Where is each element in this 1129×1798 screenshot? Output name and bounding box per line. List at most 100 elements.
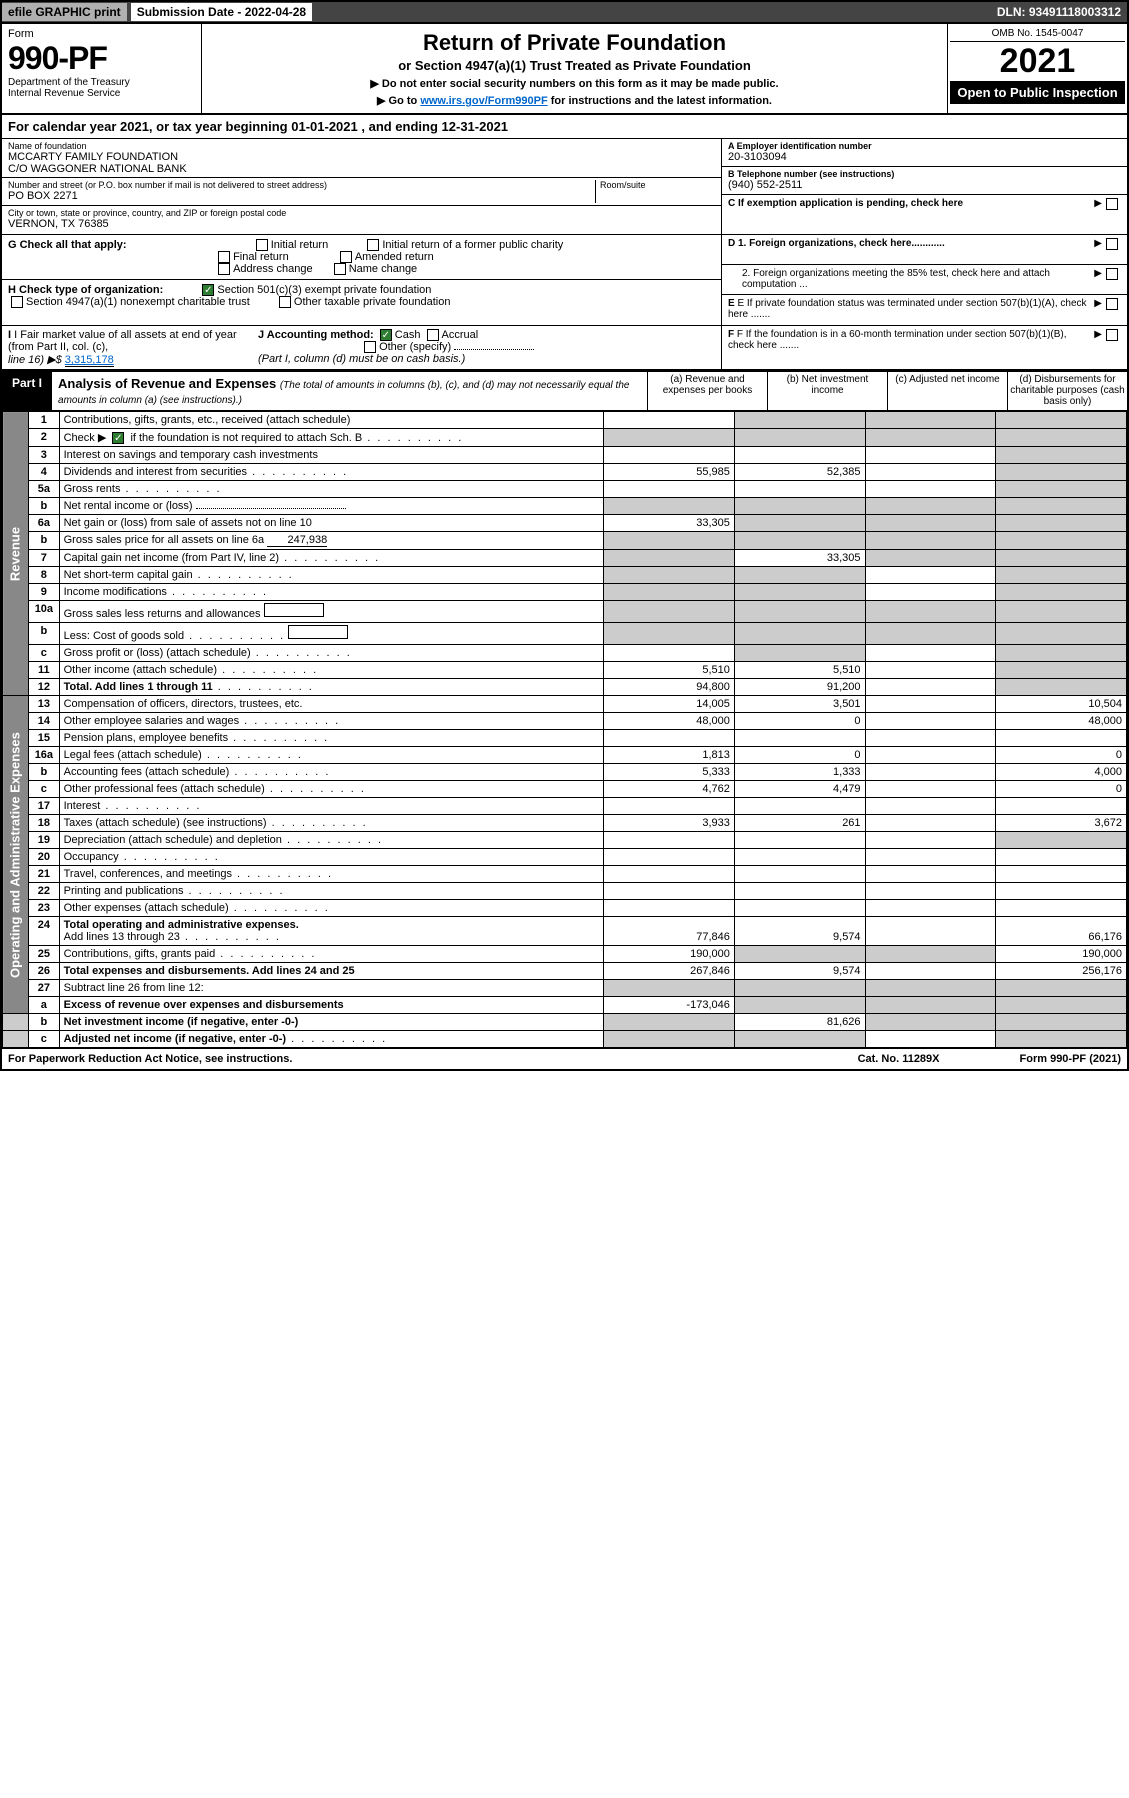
header-left: Form 990-PF Department of the Treasury I… — [2, 24, 202, 113]
row-10b: bLess: Cost of goods sold — [3, 623, 1127, 645]
row-14: 14Other employee salaries and wages48,00… — [3, 713, 1127, 730]
form-label: Form — [8, 28, 195, 40]
irs-link[interactable]: www.irs.gov/Form990PF — [420, 95, 547, 107]
row-10a: 10aGross sales less returns and allowanc… — [3, 601, 1127, 623]
d2-checkbox[interactable] — [1106, 268, 1118, 280]
j-other-cb[interactable] — [364, 341, 376, 353]
row-12: 12Total. Add lines 1 through 1194,80091,… — [3, 679, 1127, 696]
analysis-table: Revenue 1Contributions, gifts, grants, e… — [2, 411, 1127, 1048]
row-25: 25Contributions, gifts, grants paid190,0… — [3, 946, 1127, 963]
room-label: Room/suite — [600, 180, 715, 190]
row-4: 4Dividends and interest from securities5… — [3, 464, 1127, 481]
form-subtitle: or Section 4947(a)(1) Trust Treated as P… — [208, 58, 941, 73]
row-13: Operating and Administrative Expenses 13… — [3, 696, 1127, 713]
page-footer: For Paperwork Reduction Act Notice, see … — [2, 1048, 1127, 1069]
row-17: 17Interest — [3, 798, 1127, 815]
foundation-name-cell: Name of foundation MCCARTY FAMILY FOUNDA… — [2, 139, 721, 178]
row-5b: bNet rental income or (loss) — [3, 498, 1127, 515]
paperwork-notice: For Paperwork Reduction Act Notice, see … — [8, 1053, 292, 1065]
irs-label: Internal Revenue Service — [8, 88, 195, 99]
cat-no: Cat. No. 11289X — [858, 1053, 940, 1065]
ein-value: 20-3103094 — [728, 151, 1121, 163]
row-19: 19Depreciation (attach schedule) and dep… — [3, 832, 1127, 849]
row-11: 11Other income (attach schedule)5,5105,5… — [3, 662, 1127, 679]
row-16b: bAccounting fees (attach schedule)5,3331… — [3, 764, 1127, 781]
row-22: 22Printing and publications — [3, 883, 1127, 900]
row-8: 8Net short-term capital gain — [3, 567, 1127, 584]
form-header: Form 990-PF Department of the Treasury I… — [2, 24, 1127, 115]
open-inspection: Open to Public Inspection — [950, 81, 1125, 104]
d1-checkbox[interactable] — [1106, 238, 1118, 250]
form-title: Return of Private Foundation — [208, 30, 941, 56]
address-cell: Number and street (or P.O. box number if… — [2, 178, 721, 206]
g-name-cb[interactable] — [334, 263, 346, 275]
row-27b: bNet investment income (if negative, ent… — [3, 1014, 1127, 1031]
submission-date: Submission Date - 2022-04-28 — [131, 3, 312, 21]
year-end: 12-31-2021 — [442, 119, 509, 134]
f-row: F F If the foundation is in a 60-month t… — [722, 326, 1127, 369]
col-d-hdr: (d) Disbursements for charitable purpose… — [1007, 372, 1127, 410]
f-checkbox[interactable] — [1106, 329, 1118, 341]
foundation-name: MCCARTY FAMILY FOUNDATION — [8, 151, 715, 163]
dept-treasury: Department of the Treasury — [8, 77, 195, 88]
city-value: VERNON, TX 76385 — [8, 218, 715, 230]
row-27: 27Subtract line 26 from line 12: — [3, 980, 1127, 997]
foundation-co: C/O WAGGONER NATIONAL BANK — [8, 163, 715, 175]
c-checkbox[interactable] — [1106, 198, 1118, 210]
address-value: PO BOX 2271 — [8, 190, 595, 202]
row-21: 21Travel, conferences, and meetings — [3, 866, 1127, 883]
ijf-row: I I Fair market value of all assets at e… — [2, 326, 1127, 370]
col-c-hdr: (c) Adjusted net income — [887, 372, 1007, 410]
revenue-side: Revenue — [3, 412, 29, 696]
row-20: 20Occupancy — [3, 849, 1127, 866]
h-check-row: H Check type of organization: ✓Section 5… — [2, 280, 721, 312]
form-ref: Form 990-PF (2021) — [1020, 1053, 1121, 1065]
header-right: OMB No. 1545-0047 2021 Open to Public In… — [947, 24, 1127, 113]
col-b-hdr: (b) Net investment income — [767, 372, 887, 410]
check-section: G Check all that apply: Initial return I… — [2, 235, 1127, 326]
tax-year: 2021 — [950, 42, 1125, 81]
e-checkbox[interactable] — [1106, 298, 1118, 310]
row-6b: bGross sales price for all assets on lin… — [3, 532, 1127, 550]
j-cash-cb[interactable]: ✓ — [380, 329, 392, 341]
row-10c: cGross profit or (loss) (attach schedule… — [3, 645, 1127, 662]
h-other-cb[interactable] — [279, 296, 291, 308]
c-exemption-row: C If exemption application is pending, c… — [722, 195, 1127, 225]
row-9: 9Income modifications — [3, 584, 1127, 601]
col-a-hdr: (a) Revenue and expenses per books — [647, 372, 767, 410]
info-block: Name of foundation MCCARTY FAMILY FOUNDA… — [2, 139, 1127, 235]
g-amended-cb[interactable] — [340, 251, 352, 263]
calendar-year-row: For calendar year 2021, or tax year begi… — [2, 115, 1127, 139]
i-fmv: I I Fair market value of all assets at e… — [8, 329, 258, 366]
fmv-value[interactable]: 3,315,178 — [65, 354, 114, 367]
g-initial-former-cb[interactable] — [367, 239, 379, 251]
row-23: 23Other expenses (attach schedule) — [3, 900, 1127, 917]
phone-cell: B Telephone number (see instructions) (9… — [722, 167, 1127, 195]
schb-cb[interactable]: ✓ — [112, 432, 124, 444]
omb-number: OMB No. 1545-0047 — [950, 26, 1125, 42]
row-3: 3Interest on savings and temporary cash … — [3, 447, 1127, 464]
g-final-cb[interactable] — [218, 251, 230, 263]
dln-label: DLN: 93491118003312 — [991, 3, 1127, 21]
note-goto: ▶ Go to www.irs.gov/Form990PF for instru… — [208, 94, 941, 107]
part1-header: Part I Analysis of Revenue and Expenses … — [2, 370, 1127, 411]
part1-title: Analysis of Revenue and Expenses (The to… — [52, 372, 647, 410]
row-1: Revenue 1Contributions, gifts, grants, e… — [3, 412, 1127, 429]
j-accrual-cb[interactable] — [427, 329, 439, 341]
g-addr-cb[interactable] — [218, 263, 230, 275]
row-16a: 16aLegal fees (attach schedule)1,81300 — [3, 747, 1127, 764]
h-501c3-cb[interactable]: ✓ — [202, 284, 214, 296]
row-15: 15Pension plans, employee benefits — [3, 730, 1127, 747]
phone-value: (940) 552-2511 — [728, 179, 1121, 191]
row-5a: 5aGross rents — [3, 481, 1127, 498]
e-row: E E If private foundation status was ter… — [722, 295, 1127, 325]
g-initial-cb[interactable] — [256, 239, 268, 251]
j-accounting: J Accounting method: ✓Cash Accrual Other… — [258, 329, 538, 366]
h-4947-cb[interactable] — [11, 296, 23, 308]
efile-label[interactable]: efile GRAPHIC print — [2, 3, 127, 21]
row-27c: cAdjusted net income (if negative, enter… — [3, 1031, 1127, 1048]
d2-row: 2. Foreign organizations meeting the 85%… — [722, 265, 1127, 295]
row-27a: aExcess of revenue over expenses and dis… — [3, 997, 1127, 1014]
g-check-row: G Check all that apply: Initial return I… — [2, 235, 721, 280]
row-2: 2Check ▶ ✓ if the foundation is not requ… — [3, 429, 1127, 447]
